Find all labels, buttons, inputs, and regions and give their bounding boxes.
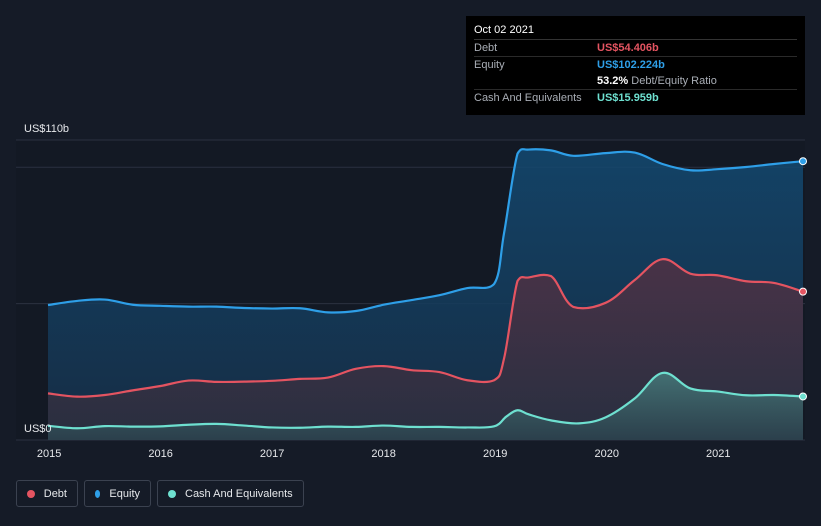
x-tick-2018: 2018: [371, 448, 395, 460]
y-axis-top-label: US$110b: [24, 123, 69, 135]
cash-end-marker: [799, 392, 807, 401]
tooltip-equity-row: Equity US$102.224b: [474, 57, 797, 73]
tooltip-equity-label: Equity: [474, 59, 505, 71]
equity-line: [47, 148, 804, 314]
x-tick-2015: 2015: [37, 448, 61, 460]
tooltip-cash-row: Cash And Equivalents US$15.959b: [474, 90, 797, 106]
legend-equity[interactable]: Equity: [84, 480, 151, 507]
tooltip-cash-value: US$15.959b: [597, 92, 659, 104]
x-tick-2019: 2019: [483, 448, 507, 460]
tooltip-date: Oct 02 2021: [474, 22, 797, 40]
debt-end-marker: [799, 287, 807, 296]
tooltip-cash-label: Cash And Equivalents: [474, 92, 582, 104]
tooltip-debt-row: Debt US$54.406b: [474, 40, 797, 57]
legend-debt-label: Debt: [43, 487, 67, 500]
x-tick-2017: 2017: [260, 448, 284, 460]
tooltip-debt-value: US$54.406b: [597, 42, 659, 54]
x-tick-2021: 2021: [706, 448, 730, 460]
cash-line: [47, 371, 804, 430]
legend-equity-dot-icon: [95, 489, 101, 498]
x-tick-2020: 2020: [594, 448, 618, 460]
y-axis-zero-label: US$0: [24, 423, 52, 435]
legend-cash-dot-icon: [168, 489, 176, 498]
legend-cash-label: Cash And Equivalents: [185, 487, 293, 500]
legend-debt[interactable]: Debt: [16, 480, 78, 507]
legend-cash[interactable]: Cash And Equivalents: [157, 480, 304, 507]
equity-end-marker: [799, 157, 807, 166]
tooltip-ratio-row: 53.2% Debt/Equity Ratio: [474, 73, 797, 90]
x-tick-2016: 2016: [148, 448, 172, 460]
tooltip-ratio-value: 53.2%: [597, 75, 629, 87]
tooltip-ratio-label: Debt/Equity Ratio: [631, 75, 717, 87]
debt-line: [47, 258, 804, 398]
legend-equity-label: Equity: [109, 487, 140, 500]
debt-area: [48, 259, 803, 440]
hover-tooltip: Oct 02 2021 Debt US$54.406b Equity US$10…: [466, 16, 805, 115]
legend-debt-dot-icon: [27, 489, 35, 498]
cash-area: [48, 372, 803, 440]
tooltip-debt-label: Debt: [474, 42, 498, 54]
tooltip-equity-value: US$102.224b: [597, 59, 665, 71]
